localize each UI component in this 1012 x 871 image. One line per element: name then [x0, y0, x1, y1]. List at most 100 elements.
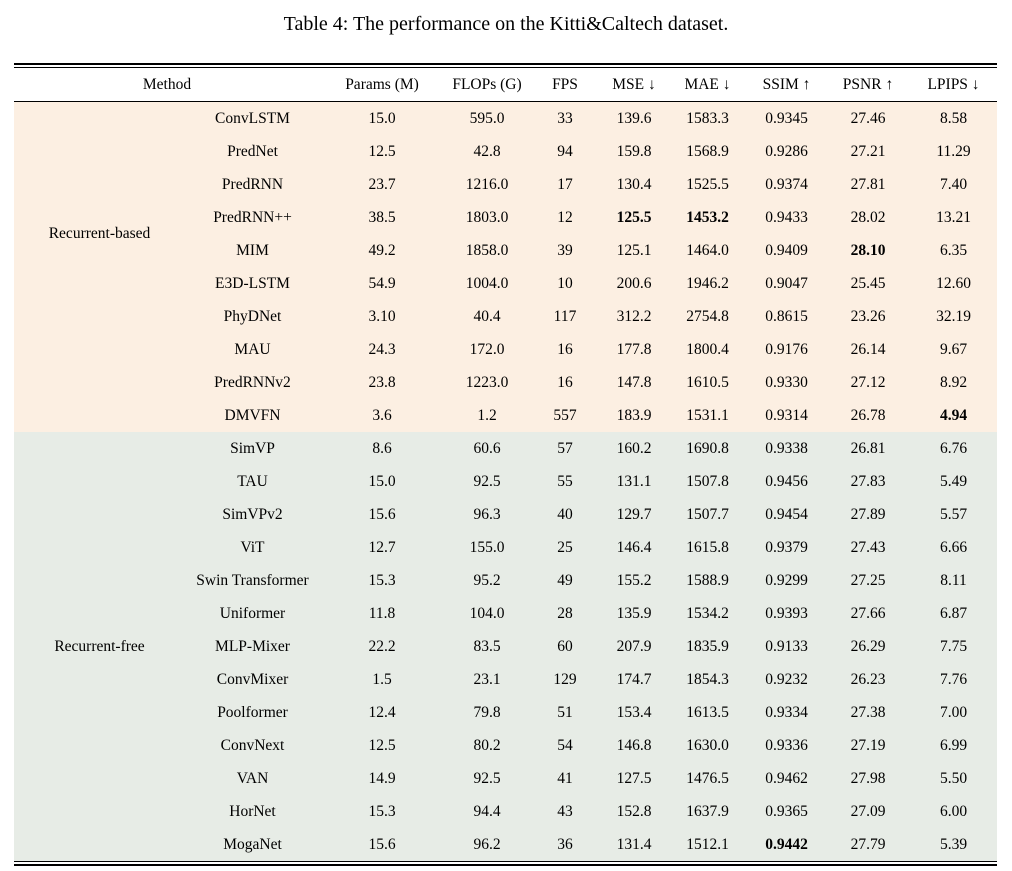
group-label-cell: Recurrent-based	[14, 102, 185, 433]
params-cell: 1.5	[372, 670, 392, 688]
group-label: Recurrent-based	[48, 225, 151, 242]
lpips-cell: 5.50	[939, 769, 968, 787]
flops-cell: 155.0	[469, 538, 505, 556]
params-cell: 49.2	[368, 241, 396, 259]
method-cell: ViT	[240, 538, 265, 556]
psnr-cell: 27.81	[850, 175, 886, 193]
fps-cell: 49	[557, 571, 573, 589]
header-lpips: LPIPS ↓	[910, 68, 997, 102]
mse-cell: 183.9	[616, 406, 652, 424]
table-body: Recurrent-based ConvLSTM 15.0 595.0 33 139.6 1…	[14, 101, 997, 861]
params-cell: 15.3	[368, 802, 396, 820]
fps-cell: 94	[557, 142, 573, 160]
psnr-cell: 27.38	[850, 703, 886, 721]
header-mae: MAE ↓	[668, 68, 747, 102]
flops-cell: 42.8	[473, 142, 501, 160]
psnr-cell: 27.43	[850, 538, 886, 556]
method-cell: PredNet	[227, 142, 278, 160]
flops-cell: 172.0	[469, 340, 505, 358]
ssim-cell: 0.9314	[765, 406, 808, 424]
psnr-cell: 26.78	[850, 406, 886, 424]
mse-cell: 152.8	[616, 802, 652, 820]
ssim-cell: 0.9330	[765, 373, 808, 391]
method-cell: MIM	[236, 241, 269, 259]
header-params: Params (M)	[320, 68, 444, 102]
method-cell: E3D-LSTM	[215, 274, 290, 292]
lpips-cell: 6.76	[939, 439, 968, 457]
fps-cell: 33	[557, 109, 573, 127]
method-cell: PredRNN	[221, 175, 284, 193]
table-row: Recurrent-based ConvLSTM 15.0 595.0 33 139.6 1…	[14, 101, 997, 242]
fps-cell: 60	[557, 637, 573, 655]
header-psnr: PSNR ↑	[826, 68, 910, 102]
psnr-cell: 28.10	[850, 241, 886, 259]
fps-cell: 43	[557, 802, 573, 820]
mse-cell: 174.7	[616, 670, 652, 688]
method-cell: ConvNext	[220, 736, 285, 754]
mae-cell: 1800.4	[686, 340, 729, 358]
mse-cell: 155.2	[616, 571, 652, 589]
params-cell: 15.6	[368, 835, 396, 853]
lpips-cell: 5.57	[939, 505, 968, 523]
params-cell: 24.3	[368, 340, 396, 358]
mse-cell: 146.8	[616, 736, 652, 754]
method-cell: Poolformer	[217, 703, 288, 721]
fps-cell: 129	[553, 670, 577, 688]
mse-cell: 139.6	[616, 109, 652, 127]
params-cell: 38.5	[368, 208, 396, 226]
lpips-cell: 7.00	[939, 703, 968, 721]
params-cell: 22.2	[368, 637, 396, 655]
header-row: Method Params (M) FLOPs (G) FPS MSE ↓ MA…	[14, 68, 997, 102]
mae-cell: 1568.9	[686, 142, 729, 160]
mae-cell: 1835.9	[686, 637, 729, 655]
top-double-rule	[14, 63, 997, 68]
mae-cell: 1464.0	[686, 241, 729, 259]
mae-cell: 1630.0	[686, 736, 729, 754]
fps-cell: 10	[557, 274, 573, 292]
mae-cell: 1946.2	[686, 274, 729, 292]
method-cell: Uniformer	[219, 604, 286, 622]
ssim-cell: 0.9379	[765, 538, 808, 556]
mse-cell: 177.8	[616, 340, 652, 358]
mae-cell: 1531.1	[686, 406, 729, 424]
lpips-cell: 9.67	[939, 340, 968, 358]
lpips-cell: 8.92	[939, 373, 968, 391]
ssim-cell: 0.9047	[765, 274, 808, 292]
lpips-cell: 11.29	[936, 142, 971, 160]
table-caption: Table 4: The performance on the Kitti&Ca…	[283, 13, 729, 35]
mae-cell: 1512.1	[686, 835, 729, 853]
lpips-cell: 7.40	[939, 175, 968, 193]
fps-cell: 54	[557, 736, 573, 754]
ssim-cell: 0.9336	[765, 736, 808, 754]
method-cell: MLP-Mixer	[215, 637, 290, 655]
lpips-cell: 6.87	[939, 604, 968, 622]
psnr-cell: 27.79	[850, 835, 886, 853]
flops-cell: 95.2	[473, 571, 501, 589]
group-label: Recurrent-free	[54, 637, 145, 655]
fps-cell: 28	[557, 604, 573, 622]
ssim-cell: 0.9454	[765, 505, 808, 523]
mse-cell: 125.1	[616, 241, 652, 259]
method-cell: DMVFN	[224, 406, 281, 424]
fps-cell: 557	[553, 406, 577, 424]
flops-cell: 104.0	[469, 604, 505, 622]
fps-cell: 39	[557, 241, 573, 259]
method-cell: MogaNet	[223, 835, 282, 853]
lpips-cell: 5.39	[939, 835, 968, 853]
mae-cell: 1610.5	[686, 373, 729, 391]
mse-cell: 125.5	[616, 208, 652, 226]
mse-cell: 135.9	[616, 604, 652, 622]
mse-cell: 131.4	[616, 835, 652, 853]
flops-cell: 60.6	[473, 439, 501, 457]
mae-cell: 1453.2	[686, 208, 729, 226]
mse-cell: 131.1	[616, 472, 652, 490]
ssim-cell: 0.9133	[765, 637, 808, 655]
mae-cell: 1534.2	[686, 604, 729, 622]
lpips-cell: 6.35	[939, 241, 968, 259]
params-cell: 12.7	[368, 538, 396, 556]
flops-cell: 79.8	[473, 703, 501, 721]
table-row: Recurrent-free SimVP 8.6 60.6 57 160.2 1690.8 0…	[14, 432, 997, 655]
flops-cell: 1.2	[477, 406, 497, 424]
flops-cell: 1223.0	[465, 373, 509, 391]
params-cell: 15.0	[368, 472, 396, 490]
